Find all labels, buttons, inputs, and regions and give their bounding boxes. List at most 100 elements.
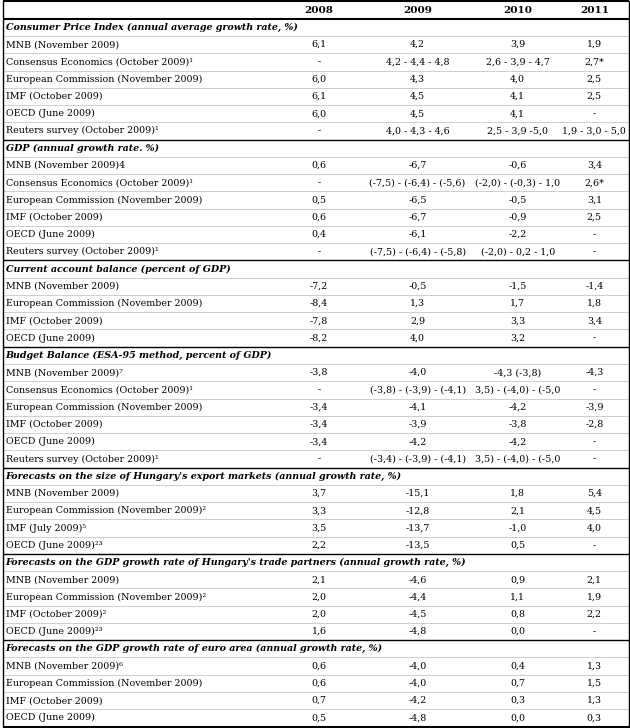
Text: 1,3: 1,3 xyxy=(587,662,602,670)
Text: -3,4: -3,4 xyxy=(310,403,328,411)
Text: -3,9: -3,9 xyxy=(408,420,427,429)
Text: -: - xyxy=(593,248,596,256)
Text: -0,6: -0,6 xyxy=(508,161,527,170)
Text: 4,1: 4,1 xyxy=(510,109,525,118)
Text: 2,2: 2,2 xyxy=(312,541,326,550)
Text: Consensus Economics (October 2009)¹: Consensus Economics (October 2009)¹ xyxy=(6,178,193,187)
Text: 0,4: 0,4 xyxy=(312,230,326,239)
Text: -: - xyxy=(593,438,596,446)
Text: -4,2: -4,2 xyxy=(408,438,427,446)
Text: -12,8: -12,8 xyxy=(406,506,430,515)
Text: European Commission (November 2009): European Commission (November 2009) xyxy=(6,403,202,412)
Text: 5,4: 5,4 xyxy=(587,489,602,498)
Text: -: - xyxy=(318,248,321,256)
Text: OECD (June 2009)²³: OECD (June 2009)²³ xyxy=(6,541,102,550)
Text: -: - xyxy=(593,541,596,550)
Text: 0,0: 0,0 xyxy=(510,627,525,636)
Text: Consensus Economics (October 2009)¹: Consensus Economics (October 2009)¹ xyxy=(6,385,193,395)
Text: 4,0: 4,0 xyxy=(410,333,425,343)
Text: GDP (annual growth rate. %): GDP (annual growth rate. %) xyxy=(6,143,159,153)
Text: 4,5: 4,5 xyxy=(587,506,602,515)
Text: -: - xyxy=(593,454,596,464)
Text: 0,6: 0,6 xyxy=(311,213,326,222)
Text: 2,5: 2,5 xyxy=(587,92,602,101)
Text: -: - xyxy=(318,58,321,66)
Text: OECD (June 2009): OECD (June 2009) xyxy=(6,109,94,118)
Text: 1,9: 1,9 xyxy=(587,40,602,49)
Text: 2,6 - 3,9 - 4,7: 2,6 - 3,9 - 4,7 xyxy=(486,58,549,66)
Text: 0,8: 0,8 xyxy=(510,610,525,619)
Text: 0,9: 0,9 xyxy=(510,575,525,585)
Text: -2,8: -2,8 xyxy=(585,420,604,429)
Text: IMF (October 2009): IMF (October 2009) xyxy=(6,696,102,705)
Text: 1,7: 1,7 xyxy=(510,299,525,308)
Text: -13,7: -13,7 xyxy=(406,523,430,532)
Text: 0,4: 0,4 xyxy=(510,662,525,670)
Text: 1,3: 1,3 xyxy=(587,696,602,705)
Text: (-3,4) - (-3,9) - (-4,1): (-3,4) - (-3,9) - (-4,1) xyxy=(370,454,466,464)
Text: 0,5: 0,5 xyxy=(311,713,326,722)
Text: OECD (June 2009): OECD (June 2009) xyxy=(6,713,94,722)
Text: 2009: 2009 xyxy=(403,6,432,15)
Text: (-7,5) - (-6,4) - (-5,6): (-7,5) - (-6,4) - (-5,6) xyxy=(369,178,466,187)
Text: Consensus Economics (October 2009)¹: Consensus Economics (October 2009)¹ xyxy=(6,58,193,66)
Text: 2,5: 2,5 xyxy=(587,213,602,222)
Text: -2,2: -2,2 xyxy=(508,230,527,239)
Text: -3,9: -3,9 xyxy=(585,403,604,411)
Text: 6,0: 6,0 xyxy=(311,75,326,84)
Text: 3,1: 3,1 xyxy=(587,196,602,205)
Text: 2,1: 2,1 xyxy=(312,575,326,585)
Text: 3,7: 3,7 xyxy=(311,489,326,498)
Text: European Commission (November 2009)²: European Commission (November 2009)² xyxy=(6,506,206,515)
Text: 1,8: 1,8 xyxy=(587,299,602,308)
Text: 2,9: 2,9 xyxy=(410,317,425,325)
Text: -4,0: -4,0 xyxy=(408,679,427,688)
Text: European Commission (November 2009): European Commission (November 2009) xyxy=(6,74,202,84)
Text: Reuters survey (October 2009)¹: Reuters survey (October 2009)¹ xyxy=(6,454,158,464)
Text: -7,8: -7,8 xyxy=(310,317,328,325)
Text: -: - xyxy=(318,385,321,395)
Text: Reuters survey (October 2009)¹: Reuters survey (October 2009)¹ xyxy=(6,248,158,256)
Text: Budget Balance (ESA-95 method, percent of GDP): Budget Balance (ESA-95 method, percent o… xyxy=(6,351,272,360)
Text: MNB (November 2009): MNB (November 2009) xyxy=(6,40,119,49)
Text: 2008: 2008 xyxy=(305,6,333,15)
Text: -6,1: -6,1 xyxy=(408,230,427,239)
Text: 0,7: 0,7 xyxy=(510,679,525,688)
Text: MNB (November 2009)⁶: MNB (November 2009)⁶ xyxy=(6,662,123,670)
Text: 2,0: 2,0 xyxy=(312,593,326,601)
Text: Consumer Price Index (annual average growth rate, %): Consumer Price Index (annual average gro… xyxy=(6,23,297,32)
Text: MNB (November 2009): MNB (November 2009) xyxy=(6,489,119,498)
Text: -4,8: -4,8 xyxy=(408,627,427,636)
Text: IMF (October 2009): IMF (October 2009) xyxy=(6,213,102,222)
Text: 2010: 2010 xyxy=(503,6,532,15)
Text: 4,2: 4,2 xyxy=(410,40,425,49)
Text: 1,1: 1,1 xyxy=(510,593,525,601)
Text: 2011: 2011 xyxy=(580,6,609,15)
Text: -1,0: -1,0 xyxy=(508,523,527,532)
Text: -0,9: -0,9 xyxy=(508,213,527,222)
Text: 0,5: 0,5 xyxy=(510,541,525,550)
Text: (-7,5) - (-6,4) - (-5,8): (-7,5) - (-6,4) - (-5,8) xyxy=(370,248,466,256)
Text: 0,0: 0,0 xyxy=(510,713,525,722)
Text: OECD (June 2009)²³: OECD (June 2009)²³ xyxy=(6,627,102,636)
Text: -4,5: -4,5 xyxy=(408,610,427,619)
Text: -4,2: -4,2 xyxy=(508,438,527,446)
Text: 3,4: 3,4 xyxy=(587,317,602,325)
Text: 6,1: 6,1 xyxy=(311,92,326,101)
Text: -6,5: -6,5 xyxy=(408,196,427,205)
Text: 0,7: 0,7 xyxy=(312,696,326,705)
Text: -: - xyxy=(593,230,596,239)
Text: 6,0: 6,0 xyxy=(311,109,326,118)
Text: Forecasts on the size of Hungary's export markets (annual growth rate, %): Forecasts on the size of Hungary's expor… xyxy=(6,472,402,480)
Text: -1,5: -1,5 xyxy=(508,282,527,290)
Text: IMF (October 2009): IMF (October 2009) xyxy=(6,420,102,429)
Text: 3,5) - (-4,0) - (-5,0: 3,5) - (-4,0) - (-5,0 xyxy=(475,454,561,464)
Text: -4,4: -4,4 xyxy=(408,593,427,601)
Text: -: - xyxy=(318,178,321,187)
Text: 4,5: 4,5 xyxy=(410,92,425,101)
Text: 2,2: 2,2 xyxy=(587,610,602,619)
Text: 3,2: 3,2 xyxy=(510,333,525,343)
Text: MNB (November 2009)4: MNB (November 2009)4 xyxy=(6,161,125,170)
Text: 2,1: 2,1 xyxy=(587,575,602,585)
Text: -13,5: -13,5 xyxy=(405,541,430,550)
